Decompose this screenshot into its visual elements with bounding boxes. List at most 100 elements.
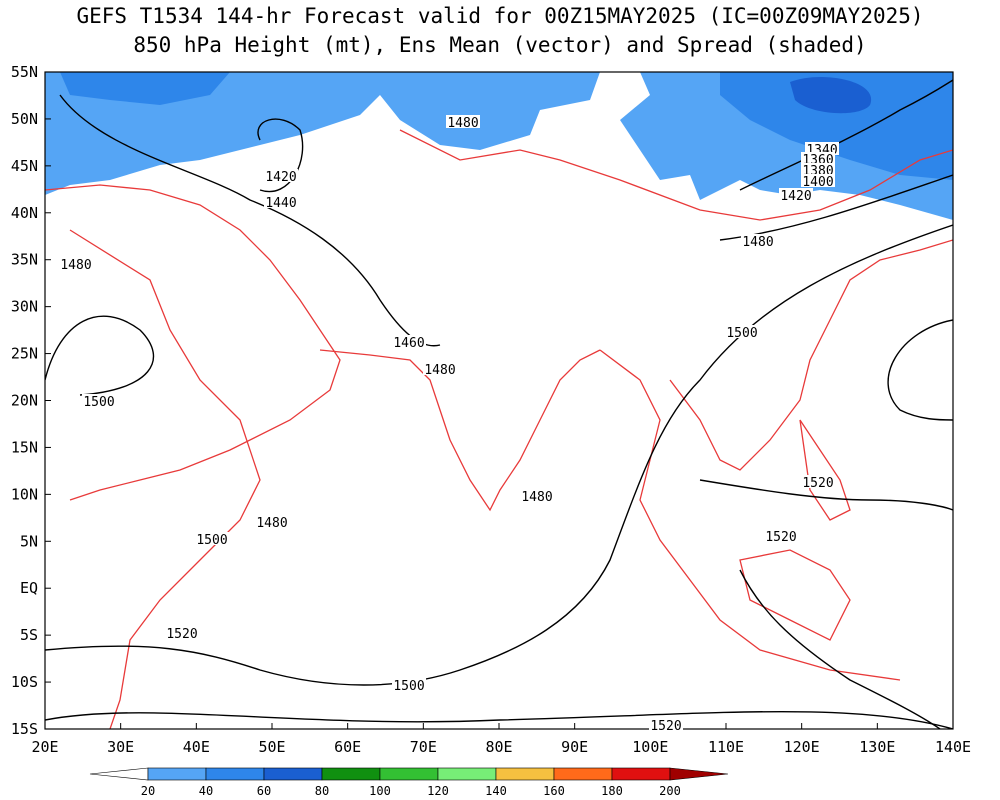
contour-label: 1480: [742, 235, 773, 250]
contour-label-bg: [255, 515, 289, 528]
contour: [257, 118, 304, 193]
contour-label: 1420: [780, 189, 811, 204]
lat-label: 10N: [11, 485, 38, 503]
lat-label: 30N: [11, 298, 38, 316]
contour-label-bg: [741, 234, 775, 247]
contour-label-bg: [392, 335, 426, 348]
coastline: [319, 349, 601, 512]
contour-label-bg: [725, 325, 759, 338]
spread-shade: [60, 72, 230, 105]
lat-label: EQ: [20, 579, 38, 597]
contour-label-bg: [195, 532, 229, 545]
lon-label: 110E: [708, 738, 744, 756]
contour-label: 1440: [265, 196, 296, 211]
lat-label: 15S: [11, 720, 38, 738]
contour-label: 1520: [166, 627, 197, 642]
colorbar-segment: [611, 767, 671, 781]
lat-label: 15N: [11, 438, 38, 456]
contour-label-bg: [801, 163, 835, 176]
contour: [887, 319, 953, 421]
lat-label: 45N: [11, 157, 38, 175]
lat-label: 20N: [11, 392, 38, 410]
colorbar-segment: [437, 767, 497, 781]
lon-label: 70E: [410, 738, 437, 756]
labels: 55N 50N 45N 40N 35N 30N 25N 20N 15N 10N 5N EQ 5S 10S 1…: [11, 63, 971, 756]
colorbar-label: 180: [601, 784, 623, 798]
contour-label-bg: [446, 115, 480, 128]
coastline: [669, 239, 953, 471]
spread-shade: [45, 72, 600, 195]
contour-label-bg: [520, 489, 554, 502]
contour-label: 1480: [424, 363, 455, 378]
contour: [45, 315, 155, 396]
lon-label: 130E: [859, 738, 895, 756]
colorbar-label: 160: [543, 784, 565, 798]
contour-label: 1520: [765, 530, 796, 545]
colorbar-label: 120: [427, 784, 449, 798]
lon-label: 30E: [107, 738, 134, 756]
contour-label: 1480: [447, 116, 478, 131]
lon-label: 90E: [561, 738, 588, 756]
contour-label: 1420: [265, 170, 296, 185]
lat-label: 40N: [11, 204, 38, 222]
lat-label: 5S: [20, 626, 38, 644]
colorbar-segment: [263, 767, 323, 781]
colorbar-segment: [553, 767, 613, 781]
contour: [59, 94, 441, 347]
contour-label-bg: [264, 195, 298, 208]
lat-label: 5N: [20, 532, 38, 550]
contour-label-bg: [423, 362, 457, 375]
contour-label: 1500: [393, 679, 424, 694]
coastline: [399, 129, 953, 221]
spread-shade: [790, 76, 872, 114]
contour: [699, 479, 953, 511]
coastline: [69, 229, 261, 729]
colorbar-segment: [147, 767, 207, 781]
lon-label: 20E: [31, 738, 58, 756]
colorbar-segment: [379, 767, 439, 781]
lon-label: 80E: [485, 738, 512, 756]
colorbar-segment: [495, 767, 555, 781]
contour: [45, 224, 953, 686]
contour-label: 1400: [802, 175, 833, 190]
lat-label: 55N: [11, 63, 38, 81]
contour: [739, 79, 953, 191]
colorbar: 20 40 60 80 100 120 140 160 180 200: [89, 767, 729, 798]
colorbar-label: 200: [659, 784, 681, 798]
contour-label: 1500: [83, 395, 114, 410]
lat-label: 50N: [11, 110, 38, 128]
lat-label: 10S: [11, 673, 38, 691]
contour-label-bg: [801, 152, 835, 165]
colorbar-label: 40: [199, 784, 213, 798]
title-line: GEFS T1534 144-hr Forecast valid for 00Z…: [76, 4, 923, 28]
lon-label: 60E: [334, 738, 361, 756]
contour-label: 1520: [650, 719, 681, 734]
lon-label: 40E: [183, 738, 210, 756]
colorbar-label: 60: [257, 784, 271, 798]
coastline: [45, 184, 341, 501]
colorbar-label: 20: [141, 784, 155, 798]
contour-label: 1480: [256, 516, 287, 531]
colorbar-label: 80: [315, 784, 329, 798]
contour-label-bg: [801, 174, 835, 187]
contour: [45, 710, 953, 729]
contour-label-bg: [805, 142, 839, 155]
colorbar-segment: [205, 767, 265, 781]
contour-label-bg: [764, 529, 798, 542]
lon-label: 120E: [784, 738, 820, 756]
map-area: [45, 72, 953, 729]
contour-label-bg: [264, 169, 298, 182]
coastline: [799, 419, 851, 521]
lon-label: 100E: [632, 738, 668, 756]
contour-label: 1480: [60, 258, 91, 273]
lat-label: 35N: [11, 251, 38, 269]
colorbar-segment: [321, 767, 381, 781]
contour-label-bg: [165, 626, 199, 639]
lat-label: 25N: [11, 345, 38, 363]
subtitle-line: 850 hPa Height (mt), Ens Mean (vector) a…: [133, 33, 866, 57]
coastline: [739, 549, 851, 641]
contour-label-bg: [59, 257, 93, 270]
contour-label: 1500: [196, 533, 227, 548]
contour-label: 1480: [521, 490, 552, 505]
